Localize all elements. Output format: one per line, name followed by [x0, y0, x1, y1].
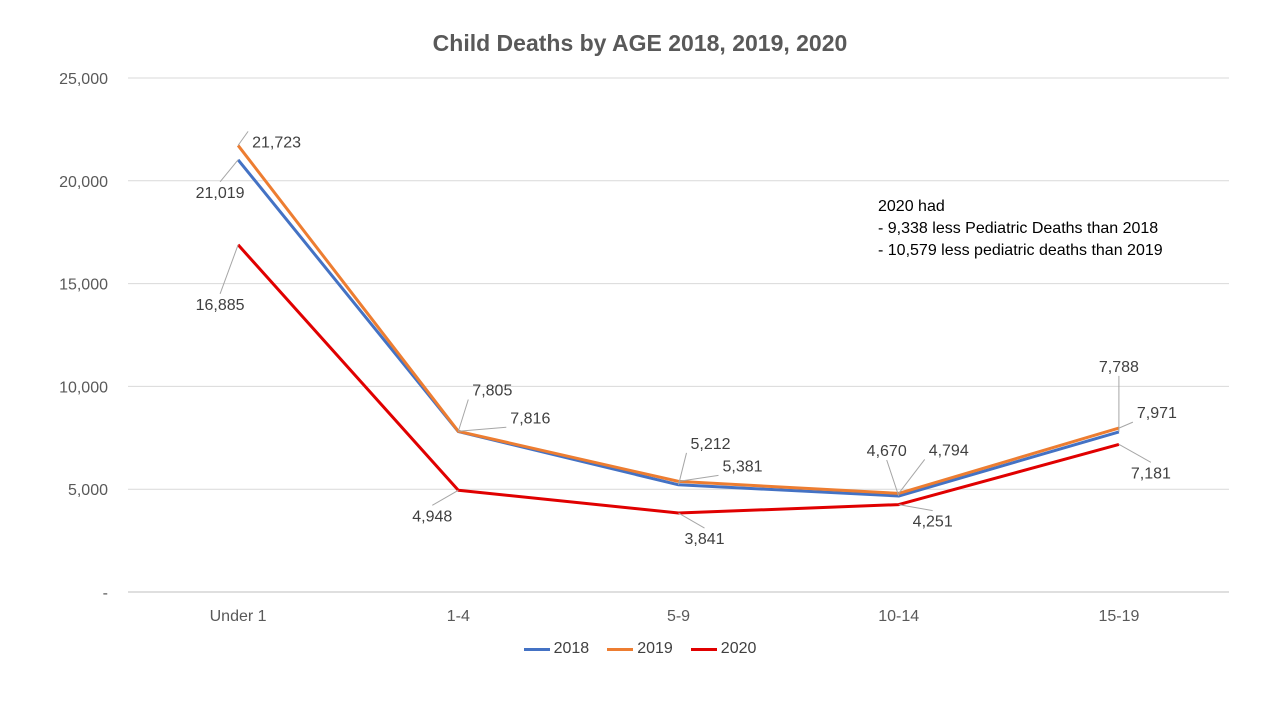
data-label-leader	[458, 426, 507, 432]
data-label-2020: 7,181	[1131, 465, 1171, 482]
x-tick-label: 1-4	[447, 608, 470, 625]
legend-swatch-2020	[690, 647, 717, 651]
x-tick-label: Under 1	[210, 608, 267, 625]
x-tick-label: 5-9	[667, 608, 690, 625]
legend-label-2018: 2018	[553, 640, 590, 657]
x-tick-label: 10-14	[878, 608, 919, 625]
data-label-leader	[678, 474, 719, 482]
series-line-2020	[236, 243, 1120, 515]
data-label-2018: 21,019	[196, 185, 245, 202]
data-label-2018: 4,670	[867, 443, 907, 460]
y-tick-label: 20,000	[59, 174, 108, 191]
data-label-leader	[898, 504, 933, 512]
series-line-2019	[236, 144, 1120, 495]
data-label-2019: 7,971	[1137, 405, 1177, 422]
data-label-2020: 16,885	[196, 297, 245, 314]
data-label-leader	[678, 452, 687, 485]
annotation-heading: 2020 had	[878, 198, 945, 215]
data-label-2019: 5,381	[723, 458, 763, 475]
annotation-box: 2020 had - 9,338 less Pediatric Deaths t…	[878, 196, 1163, 262]
legend-item-2018: 2018	[523, 640, 590, 658]
data-label-leader	[219, 159, 239, 183]
annotation-line-2: - 10,579 less pediatric deaths than 2019	[878, 242, 1163, 259]
data-label-leader	[432, 489, 459, 506]
legend: 2018 2019 2020	[0, 640, 1280, 658]
y-tick-label: 10,000	[59, 379, 108, 396]
data-label-leader	[219, 244, 239, 295]
data-label-2019: 4,794	[929, 442, 969, 459]
data-label-2019: 7,816	[510, 410, 550, 427]
data-label-2018: 5,212	[691, 436, 731, 453]
annotation-line-1: - 9,338 less Pediatric Deaths than 2018	[878, 220, 1159, 237]
legend-label-2019: 2019	[637, 640, 673, 657]
chart-title: Child Deaths by AGE 2018, 2019, 2020	[432, 30, 848, 56]
y-tick-label: -	[103, 585, 108, 602]
legend-swatch-2018	[523, 647, 550, 651]
y-tick-label: 25,000	[59, 71, 108, 88]
y-tick-label: 15,000	[59, 277, 108, 294]
data-label-2018: 7,805	[472, 383, 512, 400]
legend-swatch-2019	[607, 647, 634, 651]
data-label-leader	[457, 399, 469, 432]
data-label-2019: 21,723	[252, 134, 301, 151]
data-label-2018: 7,788	[1099, 359, 1139, 376]
data-label-2020: 4,251	[913, 514, 953, 531]
legend-item-2019: 2019	[607, 640, 673, 658]
legend-label-2020: 2020	[720, 640, 757, 657]
data-label-leader	[898, 459, 926, 494]
data-label-leader	[678, 512, 705, 529]
y-tick-label: 5,000	[68, 482, 108, 499]
x-tick-label: 15-19	[1098, 608, 1139, 625]
data-label-leader	[1118, 421, 1134, 429]
data-label-leader	[237, 131, 249, 146]
data-label-2020: 3,841	[684, 531, 724, 548]
data-label-leader	[886, 459, 900, 497]
legend-item-2020: 2020	[690, 640, 757, 658]
data-label-2020: 4,948	[412, 508, 452, 525]
data-label-leader	[1118, 443, 1152, 463]
